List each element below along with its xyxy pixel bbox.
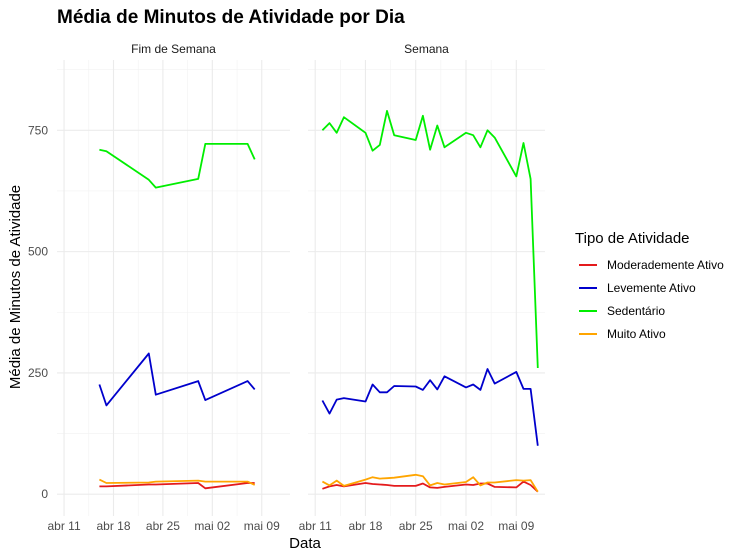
series-line [99, 482, 255, 490]
chart-title: Média de Minutos de Atividade por Dia [57, 7, 405, 28]
legend-title: Tipo de Atividade [575, 230, 690, 247]
legend-label: Muito Ativo [607, 327, 666, 341]
legend: Tipo de Atividade Moderademente Ativo Lev… [575, 230, 724, 341]
facet-strip-label: Fim de Semana [131, 42, 216, 56]
x-tick-label: abr 18 [96, 519, 130, 533]
x-tick-label: abr 11 [299, 519, 332, 533]
x-tick-label: abr 18 [348, 519, 382, 533]
y-tick-label: 250 [28, 366, 48, 380]
x-tick-label: mai 09 [498, 519, 534, 533]
facet-panel: Fim de Semana abr 11 abr 18 abr 25 mai 02 mai… [28, 42, 290, 533]
y-axis-title: Média de Minutos de Atividade [7, 185, 24, 389]
x-tick-label: mai 02 [448, 519, 484, 533]
legend-label: Sedentário [607, 304, 665, 318]
x-tick-label: abr 25 [399, 519, 433, 533]
legend-label: Levemente Ativo [607, 281, 696, 295]
facet-panels: Fim de Semana abr 11 abr 18 abr 25 mai 02 mai… [28, 42, 545, 533]
y-tick-label: 500 [28, 245, 48, 259]
series-line [321, 110, 539, 369]
y-tick-label: 0 [41, 487, 48, 501]
series-line [98, 352, 256, 407]
x-tick-label: abr 25 [146, 519, 180, 533]
series-line [99, 142, 256, 189]
y-tick-label: 750 [28, 123, 48, 137]
x-tick-label: abr 11 [47, 519, 80, 533]
x-axis-title: Data [289, 535, 321, 552]
x-tick-label: mai 09 [244, 519, 280, 533]
series-line [322, 480, 539, 493]
series-line [321, 368, 539, 446]
facet-strip-label: Semana [404, 42, 449, 56]
series-line [99, 478, 256, 486]
x-tick-label: mai 02 [194, 519, 230, 533]
legend-label: Moderademente Ativo [607, 258, 724, 272]
facet-panel: Semana abr 11 abr 18 abr 25 mai 02 mai 09 [299, 42, 545, 533]
series-line [321, 473, 539, 493]
